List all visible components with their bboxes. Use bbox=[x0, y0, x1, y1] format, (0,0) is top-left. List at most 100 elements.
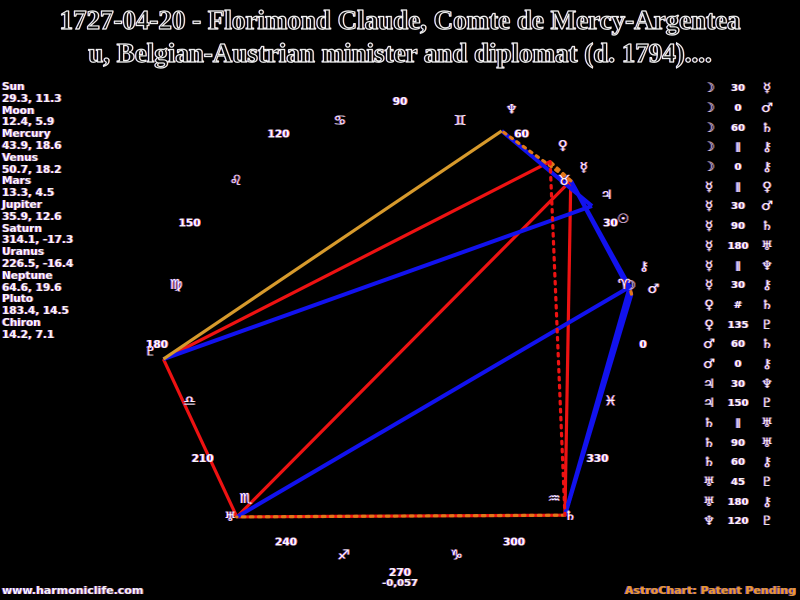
zodiac-sign-icon: ♌ bbox=[230, 173, 243, 189]
chiron-glyph-icon: ⚷ bbox=[638, 260, 648, 275]
saturn-icon: ♄ bbox=[761, 219, 773, 235]
angle-label-90: 90 bbox=[393, 96, 408, 108]
aspect-angle: 45 bbox=[731, 477, 745, 489]
uranus-icon: ♅ bbox=[761, 435, 773, 451]
zodiac-sign-icon: ♍ bbox=[171, 277, 184, 293]
zodiac-sign-icon: ♉ bbox=[557, 173, 570, 189]
uranus-icon: ♅ bbox=[761, 238, 773, 254]
aspect-row: ☿ 180 ♅ bbox=[700, 237, 796, 257]
planet-name: Jupiter bbox=[2, 198, 42, 211]
zodiac-sign-icon: ♌ bbox=[231, 173, 244, 189]
angle-label-240: 240 bbox=[274, 536, 296, 548]
zodiac-sign-icon: ♏ bbox=[240, 491, 253, 507]
zodiac-sign-icon: ♈ bbox=[618, 277, 631, 293]
jupiter-icon: ♃ bbox=[703, 396, 715, 412]
planet-name: Neptune bbox=[2, 269, 53, 282]
venus-icon: ♀ bbox=[704, 297, 714, 313]
aspect-panel: ☽ 30 ☿ ☽ 0 ♂ ☽ 60 ♄ ☽ ∥ ⚷ ☽ 0 ⚷ ☿ ∥ ♀ ☿ 30 ♂ ☿ 90 ♄ ☿ 180 ♅ ☿ ∥ ♆ ☿ 30 ⚷… bbox=[700, 79, 796, 532]
title-line-1: 1727-04-20 - Florimond Claude, Comte de … bbox=[59, 4, 741, 35]
zodiac-sign-icon: ♒ bbox=[547, 491, 560, 507]
pluto-glyph-icon: ♇ bbox=[144, 344, 156, 359]
angle-label-180: 180 bbox=[146, 339, 168, 351]
site-url: www.harmoniclife.com bbox=[2, 584, 144, 597]
aspect-row: ☽ ∥ ⚷ bbox=[700, 138, 796, 158]
angle-label-330: 330 bbox=[585, 453, 607, 465]
mars-glyph-icon: ♂ bbox=[647, 282, 659, 297]
aspect-angle: 135 bbox=[727, 319, 749, 331]
aspect-angle: 90 bbox=[731, 437, 745, 449]
planet-coordinates: 35.9, 12.6 bbox=[2, 210, 62, 223]
zodiac-sign-icon: ♓ bbox=[603, 393, 616, 409]
zodiac-sign-icon: ♓ bbox=[605, 393, 618, 409]
aspect-angle: 60 bbox=[731, 339, 745, 351]
venus-glyph-icon: ♀ bbox=[558, 139, 568, 154]
aspect-angle: 0 bbox=[734, 358, 742, 370]
aspect-angle: 0 bbox=[734, 162, 742, 174]
venus-icon: ♀ bbox=[762, 179, 772, 195]
angle-label-210: 210 bbox=[192, 453, 214, 465]
aspect-row: ☿ ∥ ♆ bbox=[700, 256, 796, 276]
jupiter-glyph-icon: ♃ bbox=[602, 188, 614, 203]
neptune-icon: ♆ bbox=[761, 376, 773, 392]
planet-name: Saturn bbox=[2, 222, 42, 235]
planet-coordinates: 50.7, 18.2 bbox=[2, 163, 62, 176]
moon-icon: ☽ bbox=[703, 81, 715, 97]
angle-label-30: 30 bbox=[603, 218, 618, 230]
zodiac-sign-icon: ♑ bbox=[450, 548, 463, 564]
angle-label-240: 240 bbox=[276, 536, 298, 548]
neptune-icon: ♆ bbox=[703, 514, 715, 530]
neptune-icon: ♆ bbox=[761, 258, 773, 274]
angle-label-120: 120 bbox=[267, 129, 289, 141]
zodiac-sign-icon: ♐ bbox=[338, 548, 351, 564]
moon-icon: ☽ bbox=[703, 120, 715, 136]
pluto-icon: ♇ bbox=[761, 475, 773, 491]
planet-coordinates: 183.4, 14.5 bbox=[2, 305, 69, 318]
saturn-glyph-icon: ♄ bbox=[565, 509, 577, 524]
mars-icon: ♂ bbox=[703, 356, 715, 372]
saturn-icon: ♄ bbox=[703, 455, 715, 471]
angle-label-180: 180 bbox=[145, 339, 167, 351]
mars-icon: ♂ bbox=[761, 199, 773, 215]
aspect-row: ☽ 60 ♄ bbox=[700, 118, 796, 138]
mercury-icon: ☿ bbox=[705, 238, 713, 254]
pluto-icon: ♇ bbox=[761, 514, 773, 530]
aspect-row: ♄ 60 ⚷ bbox=[700, 453, 796, 473]
angle-label-0: 0 bbox=[639, 339, 646, 351]
bottom-value: -0,057 bbox=[382, 578, 418, 589]
zodiac-sign-icon: ♏ bbox=[239, 491, 252, 507]
saturn-icon: ♄ bbox=[761, 120, 773, 136]
aspect-row: ♀ # ♄ bbox=[700, 296, 796, 316]
angle-label-180: 180 bbox=[147, 339, 169, 351]
planet-coordinates: 14.2, 7.1 bbox=[2, 328, 55, 341]
angle-label-60: 60 bbox=[513, 129, 528, 141]
zodiac-sign-icon: ♓ bbox=[604, 393, 617, 409]
zodiac-sign-icon: ♊ bbox=[454, 113, 467, 129]
aspect-row: ♀ 135 ♇ bbox=[700, 315, 796, 335]
planet-coordinates: 64.6, 19.6 bbox=[2, 281, 62, 294]
angle-label-0: 0 bbox=[638, 339, 645, 351]
zodiac-sign-icon: ♐ bbox=[337, 548, 350, 564]
aspect-angle: 90 bbox=[731, 221, 745, 233]
aspect-row: ♄ ∥ ♅ bbox=[700, 414, 796, 434]
angle-label-150: 150 bbox=[180, 218, 202, 230]
zodiac-sign-icon: ♊ bbox=[453, 113, 466, 129]
mercury-icon: ☿ bbox=[705, 179, 713, 195]
angle-label-120: 120 bbox=[268, 129, 290, 141]
chiron-glyph-icon: ⚷ bbox=[639, 260, 649, 275]
zodiac-sign-icon: ♑ bbox=[449, 548, 462, 564]
aspect-angle: 180 bbox=[727, 240, 749, 252]
uranus-glyph-icon: ♅ bbox=[225, 510, 237, 525]
planet-name: Venus bbox=[2, 151, 38, 164]
angle-label-30: 30 bbox=[604, 218, 619, 230]
mercury-icon: ☿ bbox=[705, 278, 713, 294]
mercury-glyph-icon: ☿ bbox=[580, 161, 588, 176]
moon-glyph-icon: ☽ bbox=[624, 279, 636, 294]
zodiac-sign-icon: ♎ bbox=[184, 393, 197, 409]
planet-name: Moon bbox=[2, 104, 35, 117]
zodiac-sign-icon: ♑ bbox=[451, 548, 464, 564]
planet-coordinates: 12.4, 5.9 bbox=[2, 116, 55, 129]
zodiac-sign-icon: ♈ bbox=[619, 277, 632, 293]
aspect-row: ♂ 0 ⚷ bbox=[700, 355, 796, 375]
